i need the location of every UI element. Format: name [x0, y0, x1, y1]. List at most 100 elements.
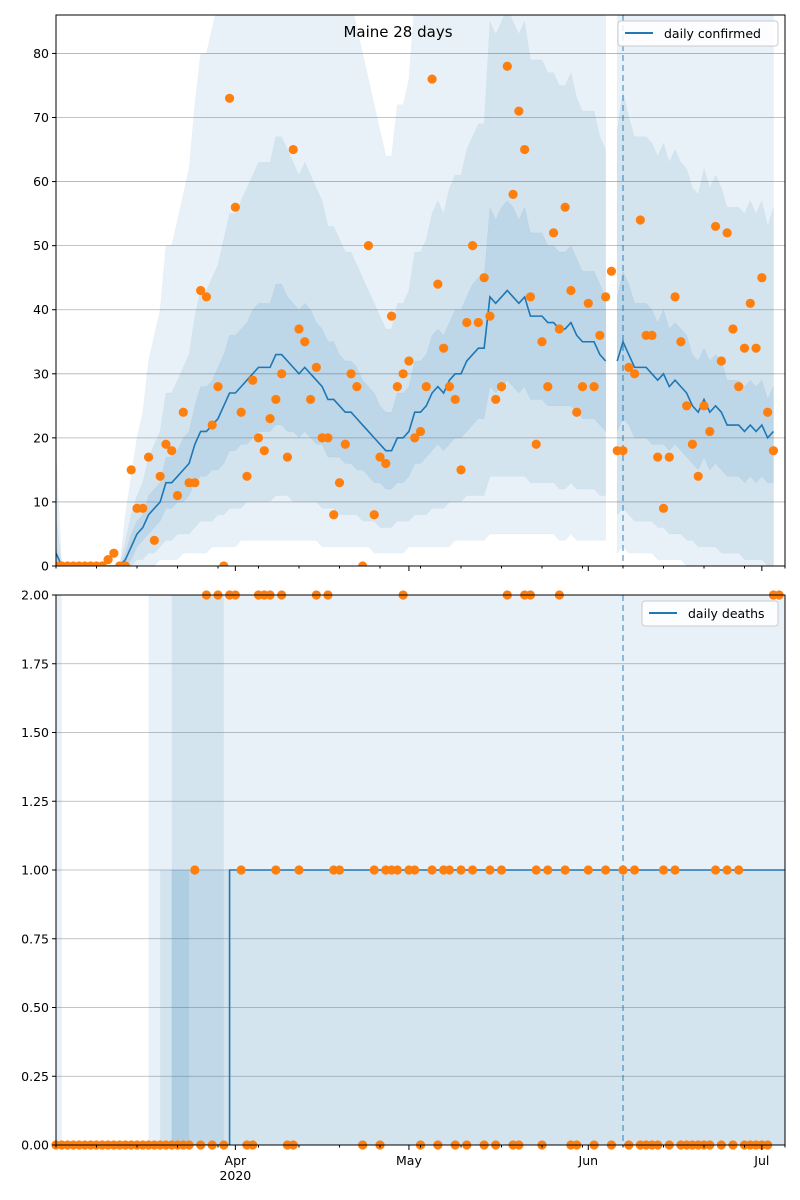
confirmed-legend-label: daily confirmed [664, 26, 761, 41]
observed-point [572, 407, 582, 417]
daily-deaths-line [56, 869, 785, 1145]
uncertainty-band [56, 200, 606, 566]
observed-point [543, 865, 553, 875]
observed-point [705, 426, 715, 437]
uncertainty-band [56, 15, 606, 566]
observed-point [618, 865, 628, 875]
observed-point [618, 446, 628, 456]
observed-point [560, 865, 570, 875]
observed-point [554, 324, 564, 334]
observed-point [664, 452, 674, 462]
observed-point [149, 535, 159, 545]
uncertainty-band [616, 15, 774, 566]
observed-point [670, 292, 680, 302]
observed-point [710, 865, 721, 875]
observed-point [525, 292, 536, 302]
observed-point [456, 865, 466, 875]
deaths-line-group [56, 869, 785, 1145]
uncertainty-band [148, 595, 224, 1145]
observed-point [138, 503, 148, 513]
daily-confirmed-line [616, 339, 775, 440]
observed-point [520, 144, 530, 155]
observed-point [728, 324, 738, 334]
y-tick-label: 60 [33, 174, 49, 189]
observed-point [496, 382, 507, 392]
observed-point [635, 215, 645, 225]
observed-point [410, 433, 420, 443]
x-tick-label: Jul [753, 1153, 769, 1168]
observed-point [624, 362, 634, 372]
observed-point [601, 865, 611, 875]
observed-point [404, 356, 414, 366]
confirmed-line-group [56, 289, 775, 566]
observed-point [439, 343, 449, 353]
observed-point [213, 382, 223, 392]
uncertainty-band [171, 870, 785, 1145]
observed-point [410, 865, 420, 875]
observed-point [479, 273, 489, 283]
observed-point [375, 452, 385, 462]
observed-point [589, 382, 599, 392]
observed-point [734, 382, 744, 392]
observed-point [398, 369, 408, 379]
confirmed-x-ticks [55, 566, 786, 571]
observed-point [386, 311, 397, 321]
confirmed-title: Maine 28 days [343, 23, 452, 41]
observed-point [496, 865, 507, 875]
observed-point [329, 510, 339, 520]
observed-point [277, 369, 287, 379]
y-tick-label: 10 [33, 494, 49, 509]
observed-point [294, 865, 304, 875]
observed-point [450, 394, 460, 405]
observed-point [259, 446, 269, 456]
observed-point [271, 865, 281, 875]
observed-point [444, 382, 455, 392]
observed-point [699, 401, 709, 411]
observed-point [693, 471, 703, 481]
observed-point [265, 414, 275, 424]
observed-point [155, 471, 165, 481]
observed-point [543, 382, 553, 392]
observed-point [502, 61, 512, 71]
observed-point [508, 189, 518, 199]
observed-point [236, 865, 246, 875]
observed-point [560, 202, 570, 212]
observed-point [248, 375, 258, 385]
y-tick-label: 1.50 [21, 725, 49, 740]
observed-point [242, 471, 252, 481]
observed-point [606, 266, 617, 276]
observed-point [722, 228, 732, 238]
observed-point [126, 465, 136, 475]
x-tick-sublabel: 2020 [219, 1168, 251, 1183]
observed-point [352, 382, 362, 392]
observed-point [392, 382, 402, 392]
observed-point [369, 865, 379, 875]
observed-point [722, 865, 732, 875]
observed-point [682, 401, 692, 411]
uncertainty-band [616, 91, 774, 566]
observed-point [739, 343, 750, 353]
observed-point [271, 394, 281, 405]
y-tick-label: 1.00 [21, 863, 49, 878]
observed-point [346, 369, 356, 379]
observed-point [716, 356, 726, 366]
observed-point [178, 407, 188, 417]
uncertainty-band [56, 595, 62, 1145]
observed-point [143, 452, 154, 462]
observed-point [537, 337, 547, 347]
observed-point [467, 241, 478, 251]
observed-point [207, 420, 217, 430]
observed-point [757, 273, 767, 283]
observed-point [444, 865, 455, 875]
observed-point [196, 285, 206, 296]
observed-point [595, 330, 605, 340]
y-tick-label: 0.25 [21, 1069, 49, 1084]
observed-point [167, 446, 177, 456]
observed-point [236, 407, 246, 417]
observed-point [230, 202, 240, 212]
observed-point [369, 510, 379, 520]
observed-point [415, 426, 426, 437]
observed-point [687, 439, 698, 449]
